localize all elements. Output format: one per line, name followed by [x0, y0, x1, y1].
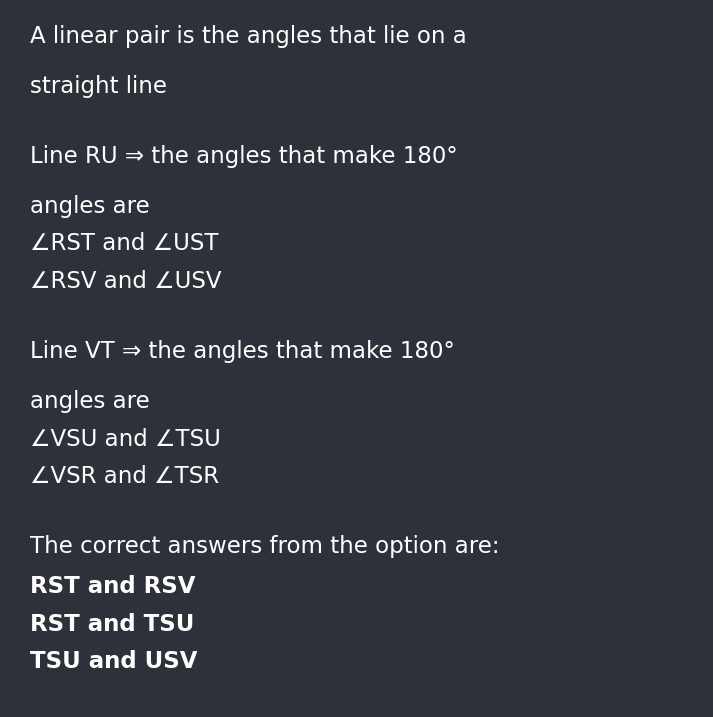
Text: straight line: straight line — [30, 75, 167, 98]
Text: angles are: angles are — [30, 195, 150, 218]
Text: TSU and USV: TSU and USV — [30, 650, 198, 673]
Text: ∠VSR and ∠TSR: ∠VSR and ∠TSR — [30, 465, 219, 488]
Text: RST and RSV: RST and RSV — [30, 575, 195, 598]
Text: A linear pair is the angles that lie on a: A linear pair is the angles that lie on … — [30, 25, 467, 48]
Text: angles are: angles are — [30, 390, 150, 413]
Text: Line VT ⇒ the angles that make 180°: Line VT ⇒ the angles that make 180° — [30, 340, 455, 363]
Text: ∠RST and ∠UST: ∠RST and ∠UST — [30, 232, 218, 255]
Text: RST and TSU: RST and TSU — [30, 613, 195, 636]
Text: ∠RSV and ∠USV: ∠RSV and ∠USV — [30, 270, 222, 293]
Text: ∠VSU and ∠TSU: ∠VSU and ∠TSU — [30, 428, 221, 451]
Text: The correct answers from the option are:: The correct answers from the option are: — [30, 535, 500, 558]
Text: Line RU ⇒ the angles that make 180°: Line RU ⇒ the angles that make 180° — [30, 145, 458, 168]
